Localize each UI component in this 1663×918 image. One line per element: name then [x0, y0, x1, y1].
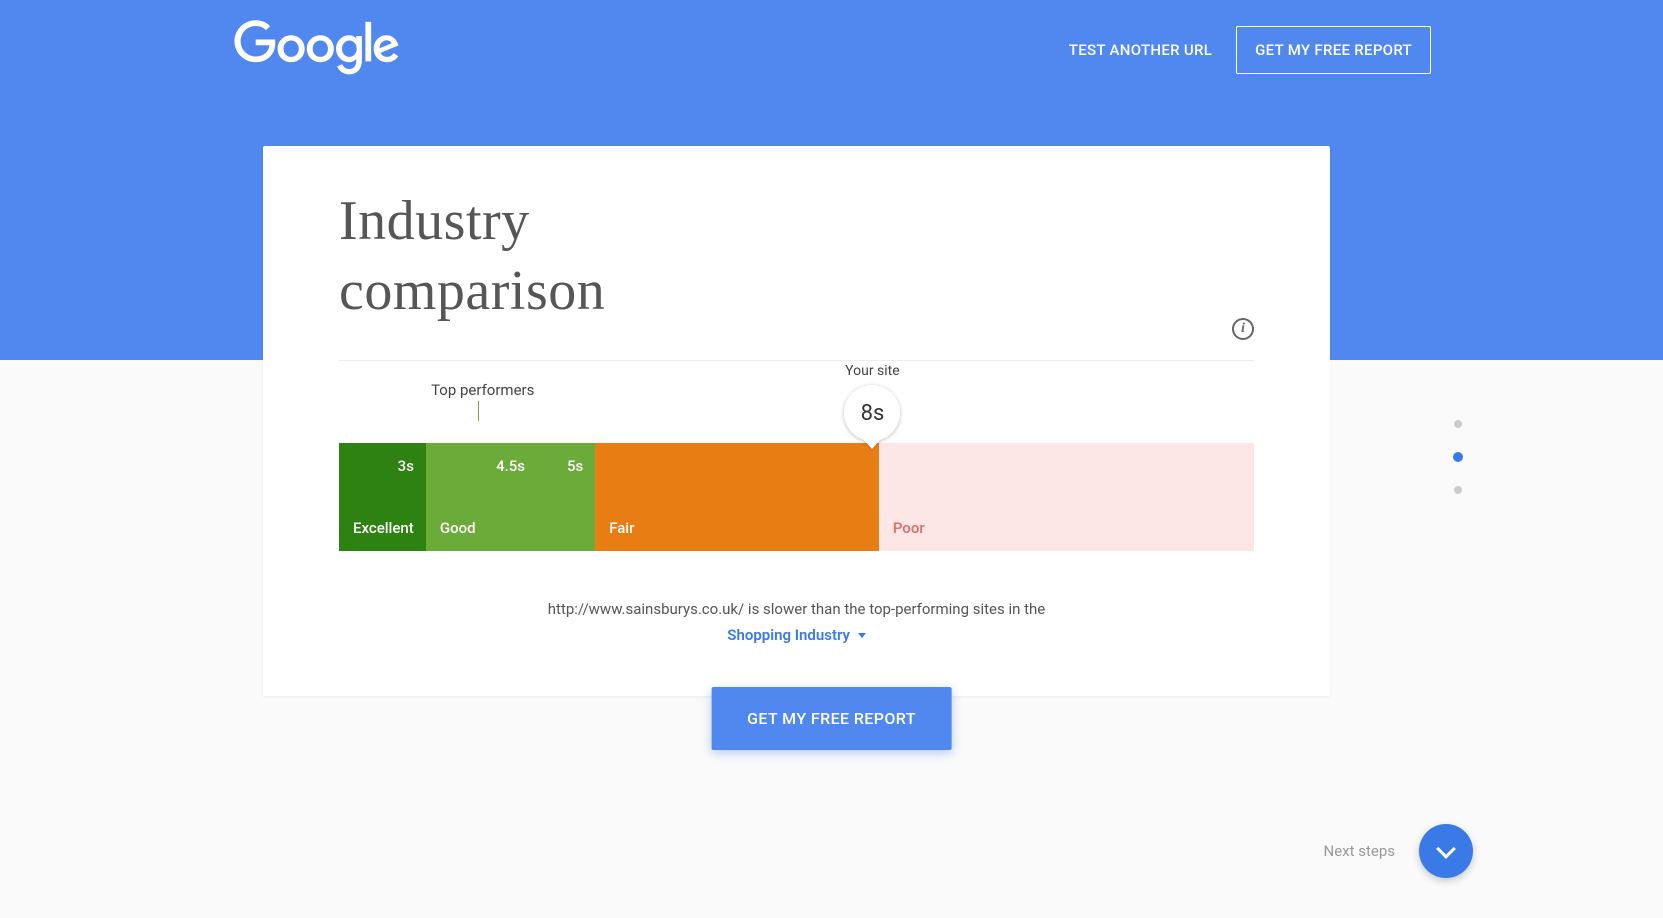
top-performers-tick	[478, 401, 479, 421]
info-icon[interactable]: i	[1232, 318, 1254, 340]
test-another-url-link[interactable]: TEST ANOTHER URL	[1069, 41, 1212, 59]
card-header: Industry comparison	[263, 186, 1330, 361]
divider	[339, 360, 1254, 361]
caret-down-icon	[858, 633, 866, 638]
bar-container: 3s Excellent 4.5s 5s Good Fair Poor	[339, 443, 1254, 551]
comparison-card: Industry comparison i Top performers 3s E…	[263, 146, 1330, 696]
title-line-2: comparison	[339, 260, 605, 322]
industry-name: Shopping Industry	[727, 626, 850, 644]
top-performers-label: Top performers	[431, 381, 534, 399]
pager-dot-2[interactable]	[1454, 486, 1462, 494]
segment-poor: Poor	[879, 443, 1254, 551]
segment-label: Good	[440, 519, 476, 537]
chevron-down-icon	[1436, 839, 1456, 859]
next-steps-label: Next steps	[1324, 842, 1396, 860]
logo-wrap	[232, 20, 1069, 80]
segment-fair: Fair	[595, 443, 879, 551]
pager-dot-1[interactable]	[1453, 452, 1463, 462]
segment-good: 4.5s 5s Good	[426, 443, 595, 551]
header: TEST ANOTHER URL GET MY FREE REPORT	[0, 0, 1663, 100]
google-logo	[232, 20, 402, 76]
caption: http://www.sainsburys.co.uk/ is slower t…	[263, 597, 1330, 648]
title-line-1: Industry	[339, 190, 530, 252]
pager-dot-0[interactable]	[1454, 420, 1462, 428]
segment-time-right: 5s	[567, 457, 583, 475]
speed-bar-chart: Top performers 3sExcellent4.5s5sGoodFair…	[263, 443, 1330, 551]
segment-time: 3s	[398, 457, 414, 475]
segment-excellent: 3s Excellent	[339, 443, 426, 551]
industry-dropdown[interactable]: Shopping Industry	[727, 626, 865, 644]
marker-label: Your site	[845, 363, 900, 379]
get-report-nav-button[interactable]: GET MY FREE REPORT	[1236, 26, 1431, 74]
get-report-cta-button[interactable]: GET MY FREE REPORT	[711, 687, 952, 750]
segment-time: 4.5s	[496, 457, 525, 475]
card-title: Industry comparison	[339, 186, 1254, 326]
segment-label: Poor	[893, 519, 925, 537]
next-steps: Next steps	[1324, 824, 1474, 878]
next-steps-button[interactable]	[1419, 824, 1473, 878]
marker-bubble: 8s	[844, 385, 900, 441]
segment-label: Excellent	[353, 519, 414, 537]
page-dots	[1454, 420, 1463, 494]
caption-text: http://www.sainsburys.co.uk/ is slower t…	[548, 600, 1045, 618]
segment-label: Fair	[609, 519, 634, 537]
your-site-marker: Your site 8s	[844, 363, 900, 441]
